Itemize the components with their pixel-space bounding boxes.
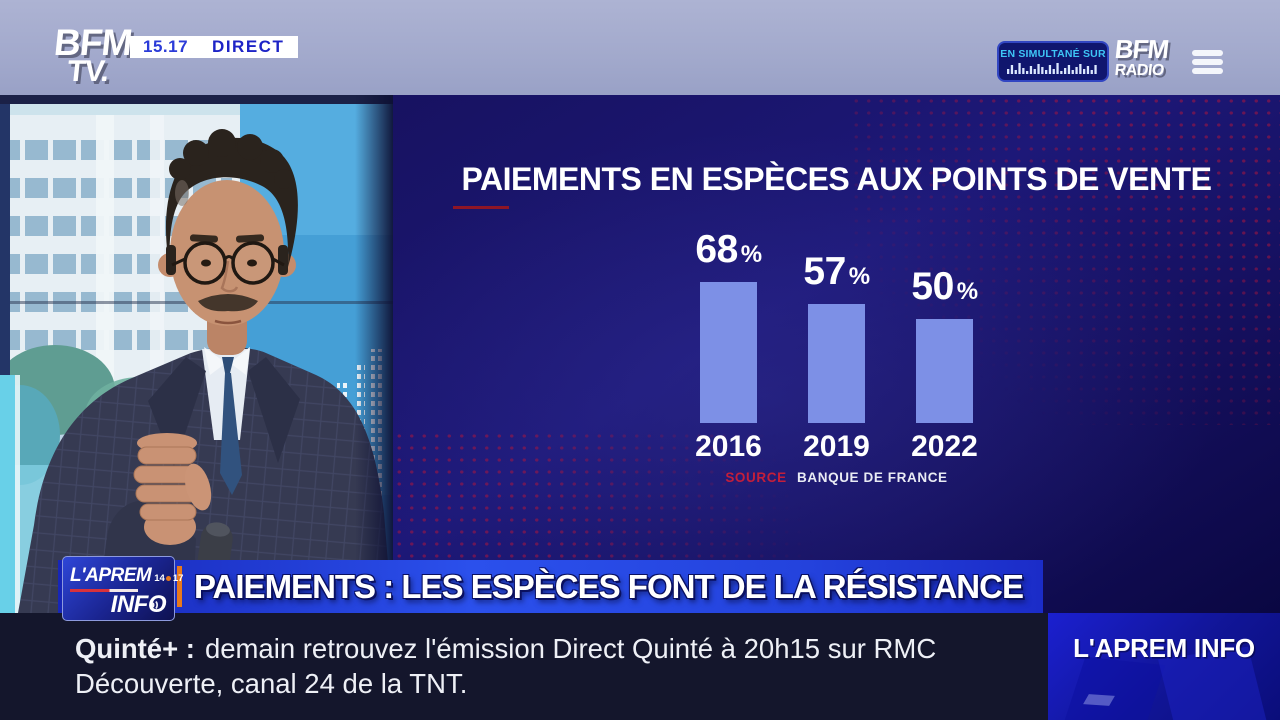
chart-title: PAIEMENTS EN ESPÈCES AUX POINTS DE VENTE	[461, 161, 1212, 197]
source-label: SOURCE	[725, 470, 787, 485]
bar-year-label: 2022	[911, 430, 978, 463]
chart-source: SOURCE BANQUE DE FRANCE	[393, 470, 1280, 485]
bar-column: 50% 2022	[903, 267, 987, 464]
show-logo-title: L'APREM	[70, 565, 152, 586]
program-label: L'APREM INFO	[1073, 633, 1255, 663]
ticker-line1: Quinté+ : demain retrouvez l'émission Dir…	[75, 633, 937, 664]
ticker-line2: Découverte, canal 24 de la TNT.	[75, 668, 468, 699]
show-logo-subtitle: INFO	[110, 591, 167, 618]
simulcast-badge: EN SIMULTANÉ SUR	[997, 41, 1109, 82]
top-bar: BFM TV. 15.17 DIRECT EN SIMULTANÉ SUR BF…	[0, 0, 1280, 95]
bar-2022	[916, 319, 973, 423]
bar-column: 57% 2019	[795, 252, 879, 464]
source-name: BANQUE DE FRANCE	[797, 470, 948, 485]
radio-logo-line2: RADIO	[1113, 62, 1165, 79]
bar-value-label: 50%	[911, 265, 978, 308]
bar-2019	[808, 304, 865, 423]
clock-time: 15.17	[143, 37, 189, 56]
show-logo: L'APREM 14 17 INFO	[62, 556, 183, 621]
simulcast-label: EN SIMULTANÉ SUR	[1000, 48, 1106, 60]
menu-bar	[1192, 59, 1223, 65]
bfmtv-logo: BFM TV.	[50, 22, 133, 88]
radio-waves-icon	[152, 600, 159, 610]
bfm-3d-letter-deco	[1083, 694, 1115, 706]
ticker-text: Quinté+ : demain retrouvez l'émission Dir…	[75, 631, 1025, 701]
ticker-lead: Quinté+ :	[75, 633, 195, 664]
bar-2016	[700, 282, 757, 423]
menu-icon[interactable]	[1192, 50, 1223, 77]
bfm-3d-letter-deco	[1062, 656, 1166, 720]
audio-waveform-icon	[1007, 63, 1097, 74]
headline-text: PAIEMENTS : LES ESPÈCES FONT DE LA RÉSIS…	[194, 567, 1024, 605]
show-schedule: 14 17	[154, 573, 184, 584]
menu-bar	[1192, 50, 1223, 56]
menu-bar	[1192, 68, 1223, 74]
schedule-dot	[166, 576, 172, 581]
show-logo-underline	[70, 589, 138, 592]
guest-person	[18, 129, 392, 613]
bar-year-label: 2019	[803, 430, 870, 463]
headline-banner: PAIEMENTS : LES ESPÈCES FONT DE LA RÉSIS…	[58, 560, 1043, 613]
radio-logo-line1: BFM	[1113, 34, 1170, 64]
program-box: L'APREM INFO	[1048, 613, 1280, 720]
orange-separator	[177, 566, 182, 607]
bar-year-label: 2016	[695, 430, 762, 463]
bfm-radio-logo: BFM RADIO	[1112, 34, 1170, 79]
ticker-bar: Quinté+ : demain retrouvez l'émission Dir…	[0, 613, 1280, 720]
infographic-panel: PAIEMENTS EN ESPÈCES AUX POINTS DE VENTE…	[393, 95, 1280, 613]
bar-chart: 68% 2016 57% 2019 50% 2022	[687, 230, 987, 464]
bar-value-label: 57%	[803, 250, 870, 293]
live-badge: DIRECT	[212, 37, 285, 56]
round-glasses	[171, 241, 285, 285]
bar-value-label: 68%	[695, 228, 762, 271]
bar-column: 68% 2016	[687, 230, 771, 464]
studio-guest-photo	[0, 95, 393, 613]
time-direct-box: 15.17 DIRECT	[130, 36, 298, 58]
title-underline	[452, 206, 509, 209]
